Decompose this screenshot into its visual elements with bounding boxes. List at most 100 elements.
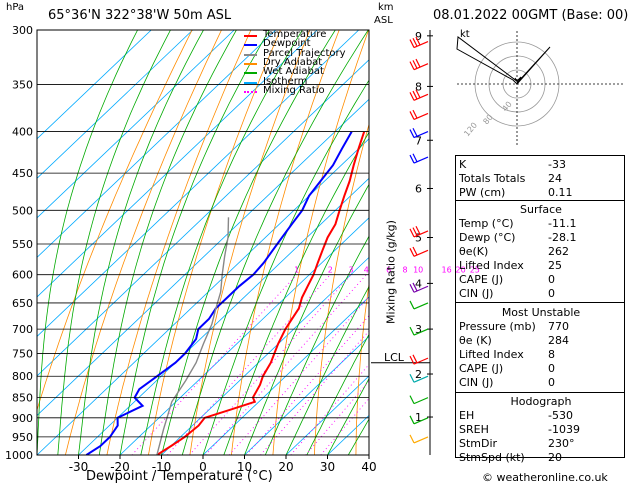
wind-barb-flag (409, 228, 415, 238)
mixing-ratio-line (205, 274, 367, 455)
mixing-ratio-label: 20 (455, 266, 465, 275)
divider (456, 392, 624, 393)
legend-swatch (244, 90, 257, 93)
wet-adiabat-line (327, 377, 369, 455)
legend-swatch (244, 44, 257, 47)
mixing-ratio-label: 16 (442, 266, 452, 275)
wet-adiabat-line (78, 30, 204, 455)
hpa-label: hPa (6, 2, 25, 13)
pressure-tick-label: 350 (12, 78, 33, 91)
pressure-tick-label: 450 (12, 167, 33, 180)
unstable-key: θe (K) (459, 334, 492, 347)
index-value: 0.11 (548, 186, 573, 199)
isotherm-line (37, 98, 369, 417)
isotherm-line (37, 30, 277, 258)
isotherm-line (37, 30, 152, 140)
isotherm-line (37, 30, 318, 298)
mixing-ratio-label: 1 (294, 266, 299, 275)
wind-barb-flag (409, 283, 415, 293)
wet-adiabat-line (57, 30, 171, 455)
mixing-ratio-line (246, 315, 369, 455)
datetime-title: 08.01.2022 00GMT (Base: 00) (433, 8, 629, 23)
wind-barb-flag (415, 89, 421, 99)
wind-barb-flag (412, 90, 418, 100)
km-tick-label: 5 (415, 231, 422, 244)
wind-barb-staff (413, 130, 429, 139)
surface-row: Lifted Index 25 (456, 259, 626, 272)
index-key: Totals Totals (459, 172, 526, 185)
legend-label: Parcel Trajectory (263, 47, 346, 59)
wind-barb-flag (409, 300, 415, 310)
index-row: K -33 (456, 158, 626, 171)
surface-title: Surface (520, 203, 562, 216)
pressure-tick-label: 900 (12, 412, 33, 425)
hodograph-plot (456, 31, 623, 147)
surface-key: CAPE (J) (459, 273, 504, 286)
legend-label: Wet Adiabat (263, 66, 324, 78)
wind-barb-staff (413, 302, 429, 310)
wind-barb-flag (412, 246, 418, 256)
mixing-ratio-label: 25 (470, 266, 480, 275)
surface-value: -11.1 (548, 217, 577, 230)
mixing-ratio-line (167, 274, 331, 455)
isotherm-line (37, 30, 360, 337)
isotherm-line (78, 177, 369, 455)
index-value: 24 (548, 172, 562, 185)
surface-row: Dewp (°C) -28.1 (456, 231, 626, 244)
mixing-ratio-line (320, 397, 369, 455)
surface-key: Lifted Index (459, 259, 524, 272)
pressure-tick-label: 550 (12, 238, 33, 251)
wind-barb-staff (413, 230, 429, 238)
pressure-tick-label: 650 (12, 297, 33, 310)
series-line (156, 217, 230, 455)
pressure-tick-label: 950 (12, 431, 33, 444)
unstable-key: Pressure (mb) (459, 320, 536, 333)
isotherm-line (285, 375, 369, 455)
unstable-row: CAPE (J) 0 (456, 362, 626, 375)
wind-barb-flag (415, 36, 421, 46)
unstable-row: Pressure (mb) 770 (456, 320, 626, 333)
wind-barb-flag (409, 61, 415, 70)
surface-row: CIN (J) 0 (456, 287, 626, 300)
unstable-row: CIN (J) 0 (456, 376, 626, 389)
pressure-tick-label: 800 (12, 370, 33, 383)
most-unstable-title: Most Unstable (501, 306, 581, 319)
dry-adiabat-line (397, 30, 457, 455)
temperature-tick-label: 10 (237, 460, 252, 474)
surface-key: θe(K) (459, 245, 489, 258)
km-tick-label: 3 (415, 323, 422, 336)
legend-label: Temperature (263, 29, 327, 40)
unstable-value: 284 (548, 334, 569, 347)
hodograph-key: StmSpd (kt) (459, 451, 525, 464)
unstable-row: Lifted Index 8 (456, 348, 626, 361)
km-tick-label: 7 (415, 134, 422, 147)
temperature-tick-label: 30 (320, 460, 335, 474)
surface-value: 0 (548, 273, 555, 286)
pressure-tick-label: 700 (12, 323, 33, 336)
hodograph-kt-label: kt (460, 29, 470, 40)
location-title: 65°36'N 322°38'W 50m ASL (48, 8, 232, 23)
legend-label: Dewpoint (263, 38, 311, 50)
wind-barb-staff (413, 63, 429, 71)
legend-label: Dry Adiabat (263, 56, 323, 68)
hodograph-trace (456, 36, 551, 85)
hodograph-key: SREH (459, 423, 489, 436)
dry-adiabat-line (65, 30, 222, 455)
wind-barb-flag (409, 415, 415, 425)
hodograph-row: StmSpd (kt) 20 (456, 451, 626, 464)
pressure-tick-label: 600 (12, 269, 33, 282)
plot-frame (36, 29, 370, 456)
legend-label: Mixing Ratio (263, 84, 325, 96)
legend-swatch (244, 81, 257, 84)
legend-entry: Dewpoint (244, 38, 394, 50)
x-axis-label: Dewpoint / Temperature (°C) (86, 469, 273, 484)
wind-barb-staff (413, 397, 429, 405)
wind-barb-flag (412, 354, 418, 364)
surface-row: CAPE (J) 0 (456, 273, 626, 286)
hodograph-title: Hodograph (510, 395, 572, 408)
mixing-ratio-label: 3 (349, 266, 354, 275)
isotherm-line (119, 217, 369, 455)
legend-entry: Temperature (244, 29, 394, 41)
wind-barb-staff (413, 436, 429, 444)
